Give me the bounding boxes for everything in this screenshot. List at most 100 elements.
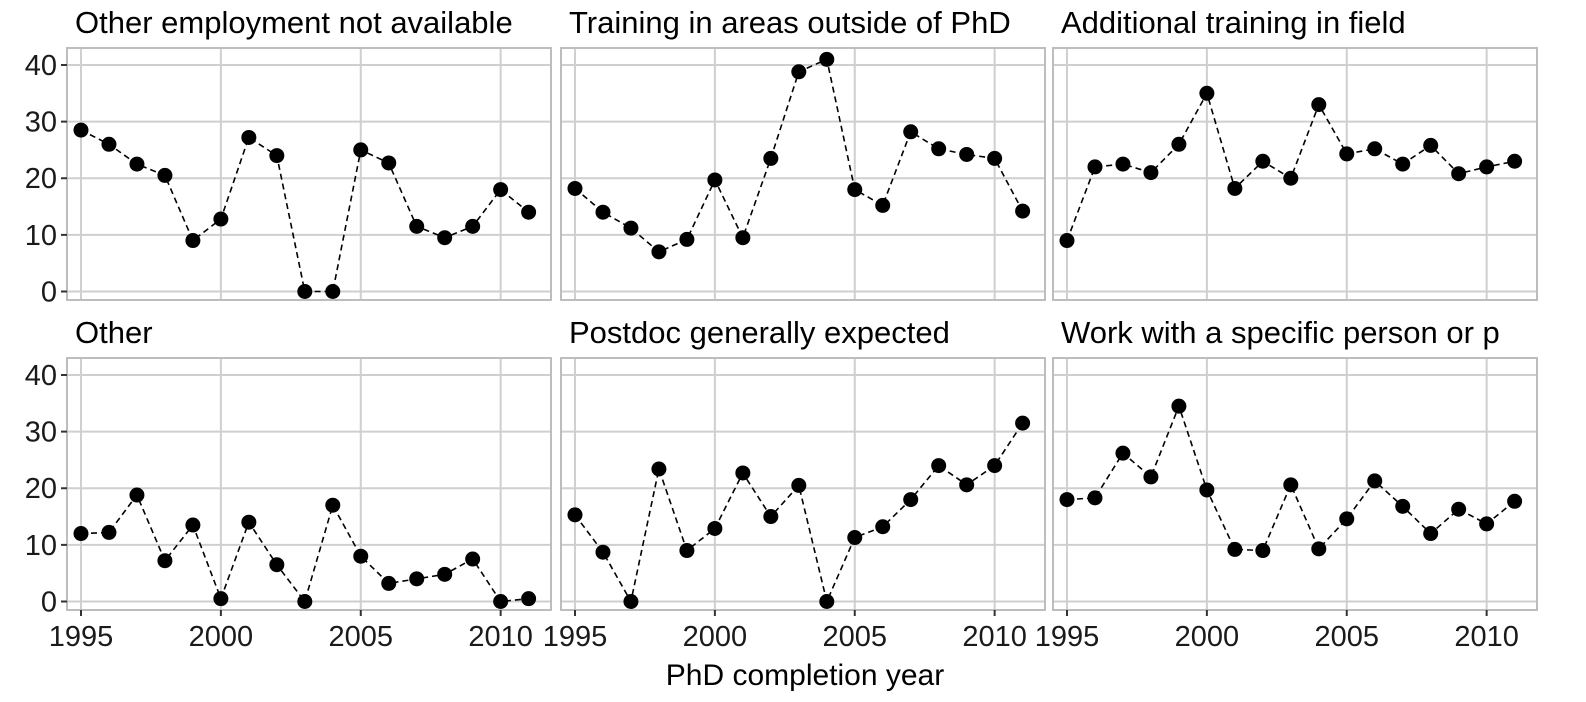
point-2008: [1423, 137, 1439, 153]
point-2005: [1339, 146, 1355, 162]
point-2003: [297, 594, 313, 610]
x-tick-label-1995: 1995: [49, 621, 114, 653]
panel-border: [1052, 47, 1538, 301]
point-2008: [437, 230, 453, 246]
point-2006: [1367, 141, 1383, 157]
point-2002: [1255, 543, 1271, 559]
x-tick-label-2000: 2000: [683, 621, 748, 653]
point-1998: [1143, 165, 1159, 181]
point-1995: [1059, 233, 1075, 249]
point-2008: [1423, 526, 1439, 542]
point-1997: [1115, 445, 1131, 461]
point-2001: [1227, 541, 1243, 557]
panel-title: Other: [75, 315, 153, 350]
point-2000: [1199, 85, 1215, 101]
point-2006: [875, 197, 891, 213]
point-2007: [1395, 498, 1411, 514]
point-2005: [847, 530, 863, 546]
point-1999: [1171, 136, 1187, 152]
point-2009: [465, 551, 481, 567]
point-2005: [353, 548, 369, 564]
point-2001: [1227, 180, 1243, 196]
panel-other: Other: [66, 315, 552, 611]
x-tick-labels: 1995 2000 2005 2010 1995 2000 2005 2010 1995 2000…: [49, 610, 1519, 653]
point-2002: [1255, 153, 1271, 169]
point-1997: [129, 487, 145, 503]
point-2007: [903, 492, 919, 508]
point-1995: [1059, 492, 1075, 508]
point-2002: [269, 557, 285, 573]
x-tick-label-2005: 2005: [328, 621, 393, 653]
point-1998: [157, 167, 173, 183]
y-tick-label-0: 0: [41, 277, 57, 309]
panels-layer: Other employment not available Training i…: [66, 5, 1538, 611]
point-2003: [297, 284, 313, 300]
point-2009: [959, 477, 975, 493]
point-2009: [1451, 501, 1467, 517]
point-2006: [381, 155, 397, 171]
panel-training-in-areas-outside-of-phd: Training in areas outside of PhD: [560, 5, 1046, 301]
point-1997: [1115, 156, 1131, 172]
point-2010: [987, 150, 1003, 166]
point-1999: [679, 543, 695, 559]
panel-border: [1052, 357, 1538, 611]
series-line: [1066, 403, 1516, 552]
point-2000: [213, 211, 229, 227]
y-tick-label-40: 40: [25, 360, 57, 392]
point-2008: [437, 566, 453, 582]
point-2007: [409, 571, 425, 587]
panel-title: Other employment not available: [75, 5, 513, 40]
series-line: [574, 422, 1024, 604]
point-2003: [1283, 170, 1299, 186]
point-2002: [763, 150, 779, 166]
y-tick-label-10: 10: [25, 220, 57, 252]
point-1995: [567, 507, 583, 523]
x-tick-label-2010: 2010: [962, 621, 1027, 653]
point-2011: [1507, 153, 1523, 169]
point-1998: [1143, 469, 1159, 485]
point-2000: [213, 591, 229, 607]
panel-title: Training in areas outside of PhD: [569, 5, 1011, 40]
point-1997: [623, 220, 639, 236]
point-2000: [1199, 482, 1215, 498]
point-2007: [1395, 156, 1411, 172]
point-2011: [1015, 415, 1031, 431]
point-2009: [465, 218, 481, 234]
point-1996: [101, 524, 117, 540]
y-tick-label-30: 30: [25, 417, 57, 449]
panel-additional-training-in-field: Additional training in field: [1052, 5, 1538, 301]
point-2009: [959, 146, 975, 162]
y-tick-label-20: 20: [25, 163, 57, 195]
x-tick-label-2010: 2010: [468, 621, 533, 653]
point-2011: [521, 204, 537, 220]
x-axis-title: PhD completion year: [666, 659, 944, 692]
point-2006: [1367, 473, 1383, 489]
point-2009: [1451, 166, 1467, 182]
panel-postdoc-generally-expected: Postdoc generally expected: [560, 315, 1046, 611]
point-1996: [595, 204, 611, 220]
point-2006: [381, 575, 397, 591]
point-2006: [875, 519, 891, 535]
point-2004: [819, 594, 835, 610]
panel-border: [66, 357, 552, 611]
series-line: [80, 493, 529, 604]
series-line: [1066, 91, 1515, 241]
point-1996: [101, 136, 117, 152]
point-2011: [1507, 493, 1523, 509]
point-2005: [353, 142, 369, 158]
point-2004: [819, 51, 835, 67]
x-tick-label-2005: 2005: [822, 621, 887, 653]
point-2005: [847, 182, 863, 198]
point-2003: [791, 477, 807, 493]
point-1997: [623, 594, 639, 610]
point-1996: [1087, 159, 1103, 175]
point-2001: [735, 465, 751, 481]
point-1999: [185, 517, 201, 533]
y-tick-label-10: 10: [25, 530, 57, 562]
x-tick-label-1995: 1995: [543, 621, 608, 653]
y-tick-label-40: 40: [25, 50, 57, 82]
x-tick-label-2010: 2010: [1454, 621, 1519, 653]
panel-title: Additional training in field: [1061, 5, 1406, 40]
point-1995: [73, 122, 89, 138]
